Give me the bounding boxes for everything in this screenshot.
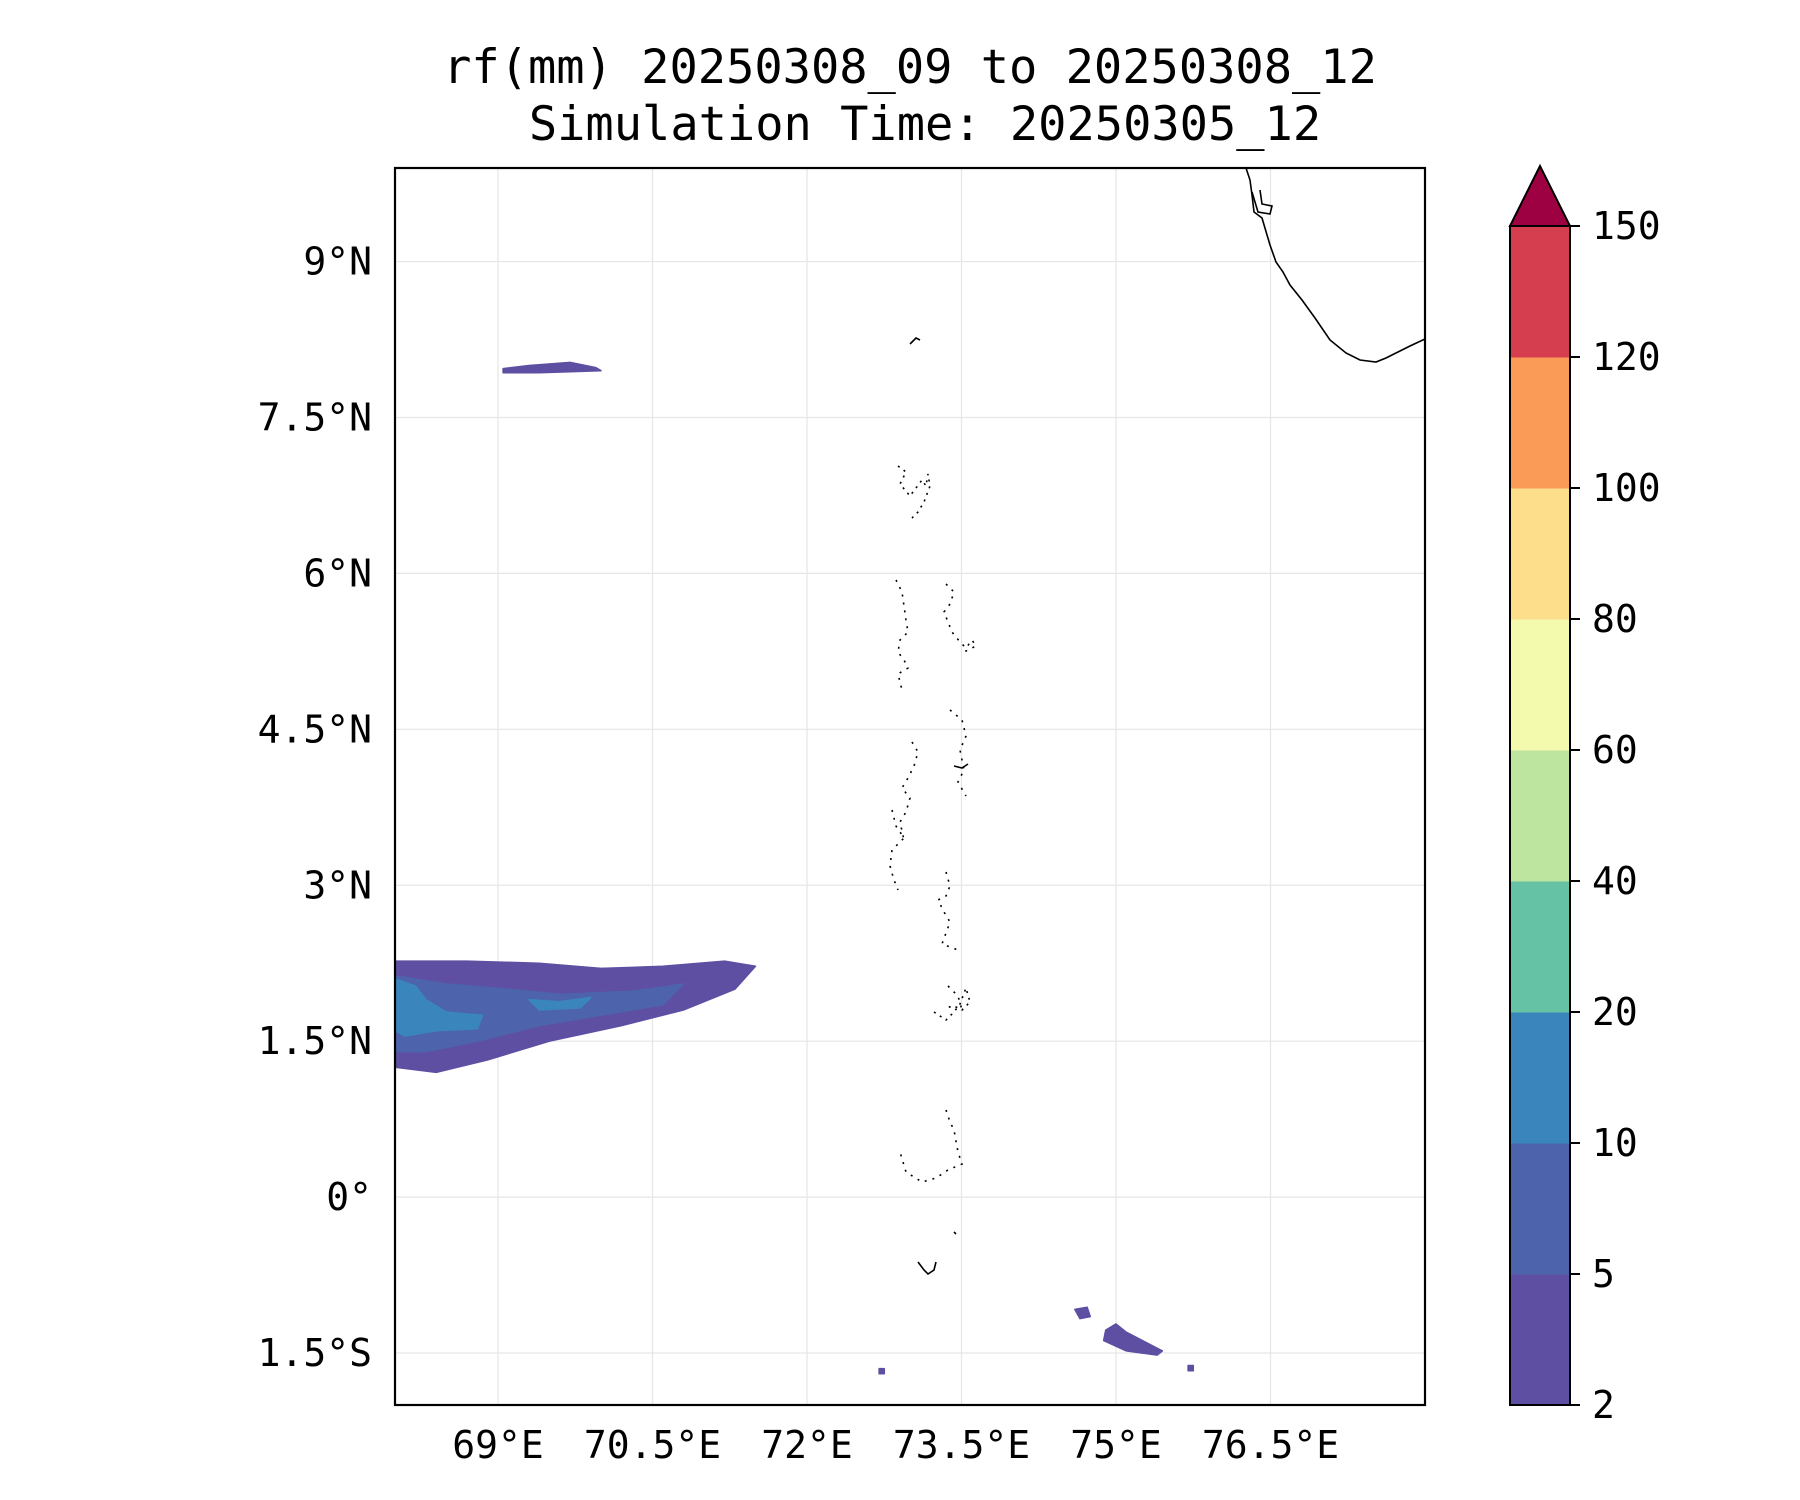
map-content [395, 168, 1425, 1405]
colorbar-band-4 [1510, 750, 1570, 882]
x-tick-label: 72°E [761, 1423, 853, 1467]
y-tick-label: 1.5°N [258, 1019, 372, 1063]
map-title-line2: Simulation Time: 20250305_12 [529, 97, 1321, 152]
maldives-huvadhu-atoll [933, 985, 971, 1022]
colorbar-band-7 [1510, 357, 1570, 489]
y-tick-label: 1.5°S [258, 1331, 372, 1375]
rain-area-8 [1187, 1364, 1195, 1372]
rain-area-5 [1074, 1306, 1092, 1320]
map-panel [395, 168, 1425, 1405]
colorbar-tick-label: 10 [1592, 1121, 1638, 1165]
rain-area-2 [395, 974, 685, 1053]
longitude-ticks: 69°E 70.5°E 72°E 73.5°E 75°E 76.5°E [452, 1423, 1339, 1467]
colorbar-band-5 [1510, 619, 1570, 751]
colorbar-tick-label: 100 [1592, 466, 1661, 510]
y-tick-label: 9°N [303, 240, 372, 284]
x-tick-label: 73.5°E [893, 1423, 1030, 1467]
gridlines [395, 168, 1425, 1405]
minicoy-island [909, 337, 921, 345]
maldives-male-island [953, 763, 969, 769]
rain-area-7 [878, 1367, 886, 1375]
colorbar-band-0 [1510, 1274, 1570, 1406]
colorbar-tick-label: 2 [1592, 1383, 1615, 1427]
y-tick-label: 6°N [303, 551, 372, 595]
maldives-central-atoll-east [943, 583, 978, 653]
colorbar-tick-label: 120 [1592, 335, 1661, 379]
colorbar-tick-label: 60 [1592, 728, 1638, 772]
colorbar-band-8 [1510, 226, 1570, 358]
colorbar: 2 5 10 20 40 60 80 100 120 150 [1508, 163, 1661, 1427]
colorbar-extend-triangle [1508, 163, 1572, 227]
maldives-south-central-east [936, 871, 959, 951]
rainfall-contours [395, 361, 1195, 1375]
maldives-south-central [889, 809, 906, 891]
colorbar-band-2 [1510, 1012, 1570, 1144]
y-tick-label: 3°N [303, 863, 372, 907]
y-tick-label: 4.5°N [258, 707, 372, 751]
colorbar-tick-label: 20 [1592, 990, 1638, 1034]
rain-area-3 [395, 978, 484, 1037]
maldives-islands [889, 465, 978, 1276]
colorbar-tick-label: 40 [1592, 859, 1638, 903]
maldives-north-atoll [897, 465, 931, 519]
maldives-addu-atoll [917, 1261, 937, 1276]
rain-area-6 [1102, 1323, 1164, 1356]
rain-area-0 [502, 361, 602, 374]
maldives-deep-south [899, 1109, 963, 1183]
colorbar-tick-label: 80 [1592, 597, 1638, 641]
x-tick-label: 75°E [1070, 1423, 1162, 1467]
india-coastline-inlet [1251, 189, 1273, 215]
rain-area-4 [528, 996, 592, 1011]
colorbar-band-6 [1510, 488, 1570, 620]
maldives-male-atoll-east [949, 709, 967, 797]
latitude-ticks: 9°N 7.5°N 6°N 4.5°N 3°N 1.5°N 0° 1.5°S [258, 240, 372, 1375]
maldives-male-atoll [899, 741, 919, 841]
y-tick-label: 0° [326, 1175, 372, 1219]
colorbar-tick-label: 150 [1592, 204, 1661, 248]
x-tick-label: 69°E [452, 1423, 544, 1467]
coastlines [889, 168, 1425, 1276]
y-tick-label: 7.5°N [258, 395, 372, 439]
x-tick-label: 70.5°E [584, 1423, 721, 1467]
colorbar-band-1 [1510, 1143, 1570, 1275]
map-frame [393, 166, 1427, 1407]
colorbar-tick-label: 5 [1592, 1252, 1615, 1296]
india-coastline [1245, 168, 1425, 363]
colorbar-band-3 [1510, 881, 1570, 1013]
maldives-central-atoll-west [895, 579, 910, 691]
map-title-line1: rf(mm) 20250308_09 to 20250308_12 [443, 40, 1377, 95]
maldives-fuvahmulah [953, 1231, 957, 1235]
colorbar-frame [1509, 225, 1571, 1406]
x-tick-label: 76.5°E [1202, 1423, 1339, 1467]
